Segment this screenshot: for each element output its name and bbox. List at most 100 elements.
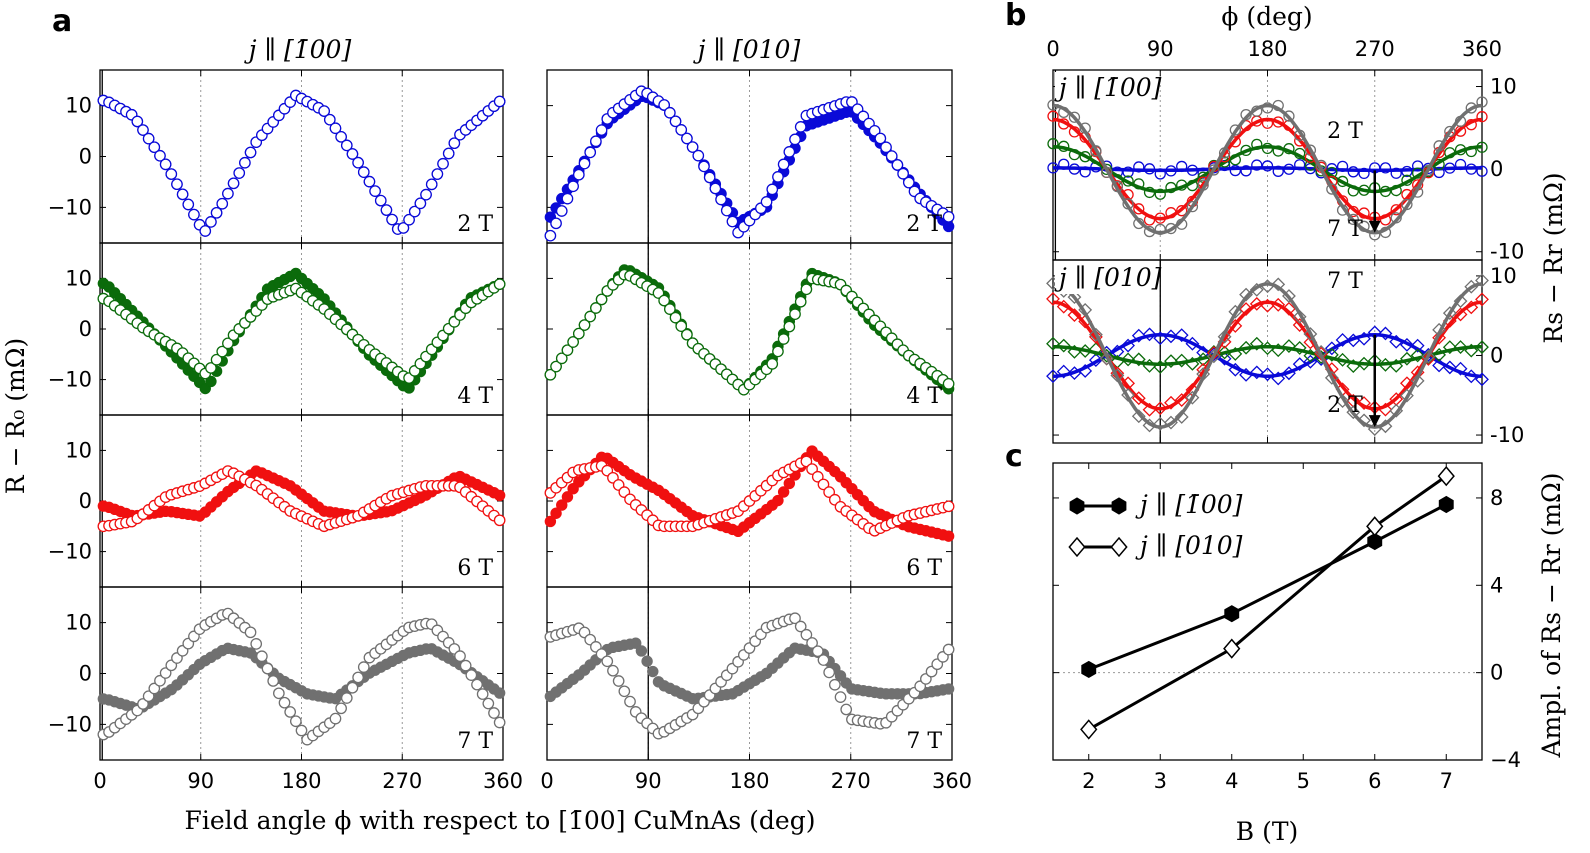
a-point-open: [431, 168, 444, 180]
a-point-open: [210, 206, 223, 219]
a-point-open: [476, 688, 489, 700]
b-point-2T: [1176, 160, 1188, 173]
a-point-filled: [561, 491, 574, 503]
b-point-4T: [1476, 141, 1488, 153]
b-point-6T: [1379, 214, 1392, 226]
b-point-4T: [1056, 338, 1071, 353]
b-point-7T: [1111, 180, 1123, 193]
a-point-open: [794, 295, 807, 308]
b-annotation-start: 2 T: [1327, 119, 1363, 144]
a-point-filled: [493, 489, 506, 502]
b-xtick-label: 270: [1355, 37, 1395, 61]
b-point-7T: [1067, 290, 1082, 305]
b-point-2T: [1410, 338, 1425, 353]
a-point-open: [148, 141, 161, 154]
b-point-7T: [1185, 390, 1200, 405]
a-point-open: [891, 159, 904, 171]
a-point-open: [420, 188, 432, 201]
b-point-6T: [1475, 292, 1489, 307]
a-point-open: [182, 198, 195, 211]
b-point-2T: [1282, 366, 1296, 381]
a-point-open: [340, 139, 353, 152]
c-xlabel: B (T): [1236, 817, 1299, 846]
b-point-7T: [1240, 108, 1252, 121]
b-point-7T: [1176, 218, 1188, 230]
b-point-6T: [1153, 401, 1168, 416]
b-point-4T: [1389, 358, 1404, 373]
a-point-open: [942, 500, 955, 513]
a-xtick-label: 0: [540, 769, 553, 793]
a-point-open: [210, 353, 223, 366]
b-ylabel: Rs − Rr (mΩ): [1539, 172, 1568, 343]
b-point-6T: [1046, 291, 1060, 306]
a-point-open: [284, 706, 297, 718]
a-point-open: [346, 148, 359, 160]
b-label-bg: [1055, 72, 1159, 104]
b-point-2T: [1251, 159, 1263, 171]
a-point-open: [817, 654, 830, 666]
a-point-open: [165, 168, 178, 180]
b-point-7T: [1294, 129, 1306, 141]
a-point-open: [692, 149, 705, 162]
b-point-2T: [1154, 168, 1166, 180]
b-point-7T: [1400, 388, 1414, 403]
a-point-filled: [942, 530, 955, 542]
a-xtick-label: 270: [382, 769, 422, 793]
a-field-label: 7 T: [457, 729, 493, 754]
b-point-7T: [1378, 419, 1393, 434]
a-point-open: [880, 141, 892, 154]
b-point-4T: [1378, 357, 1393, 372]
a-point-open: [335, 702, 347, 715]
b-point-2T: [1336, 160, 1349, 173]
a-subplot-0-right: 2 T: [544, 69, 955, 244]
b-xtick-label: 0: [1046, 37, 1059, 61]
b-point-7T: [1412, 186, 1424, 198]
b-point-7T: [1217, 329, 1232, 344]
b-point-4T: [1229, 154, 1241, 166]
b-point-7T: [1324, 370, 1339, 385]
b-xtick-label: 90: [1147, 37, 1174, 61]
b-point-7T: [1389, 403, 1404, 418]
c-xtick-label: 7: [1440, 769, 1453, 793]
a-point-open: [772, 345, 784, 358]
b-point-7T: [1122, 198, 1134, 210]
a-point-open: [493, 278, 506, 291]
a-point-open: [789, 133, 801, 146]
b-arrow-head: [1368, 415, 1381, 428]
b-point-7T: [1475, 273, 1489, 288]
b-point-6T: [1047, 110, 1059, 122]
a-point-open: [902, 176, 915, 189]
a-subplot-0-left: −10 0 10 2 T: [48, 69, 506, 244]
b-point-2T: [1121, 338, 1135, 353]
a-point-filled: [205, 375, 217, 388]
b-point-7T: [1303, 327, 1318, 341]
a-ytick-label: 0: [79, 317, 92, 341]
a-ytick-label: 0: [79, 489, 92, 513]
b-point-2T: [1400, 337, 1414, 352]
b-ytick-label: 10: [1490, 75, 1517, 99]
a-field-label: 6 T: [906, 556, 942, 581]
b-point-2T: [1142, 327, 1157, 342]
b-point-7T: [1454, 115, 1467, 128]
b-point-4T: [1432, 347, 1447, 362]
b-point-7T: [1283, 110, 1295, 122]
a-point-open: [800, 283, 813, 296]
b-point-6T: [1142, 402, 1157, 417]
b-point-4T: [1442, 340, 1457, 355]
b-point-7T: [1229, 124, 1241, 136]
a-point-open: [550, 360, 562, 373]
b-point-4T: [1239, 340, 1253, 355]
a-point-open: [154, 674, 166, 687]
a-point-open: [448, 137, 461, 150]
a-ytick-label: 10: [65, 611, 92, 635]
b-point-6T: [1378, 402, 1393, 417]
b-point-7T: [1164, 415, 1178, 430]
a-point-open: [148, 682, 161, 695]
b-point-6T: [1154, 212, 1166, 224]
a-ytick-label: −10: [48, 368, 92, 392]
panel-c: −4 0 4 8 2 3 4 5 6 7 j ∥ [1̄00] j ∥ [010]: [1052, 462, 1521, 793]
b-point-4T: [1153, 359, 1168, 374]
a-point-open: [709, 182, 722, 195]
b-point-4T: [1272, 145, 1284, 157]
a-point-open: [216, 345, 229, 358]
